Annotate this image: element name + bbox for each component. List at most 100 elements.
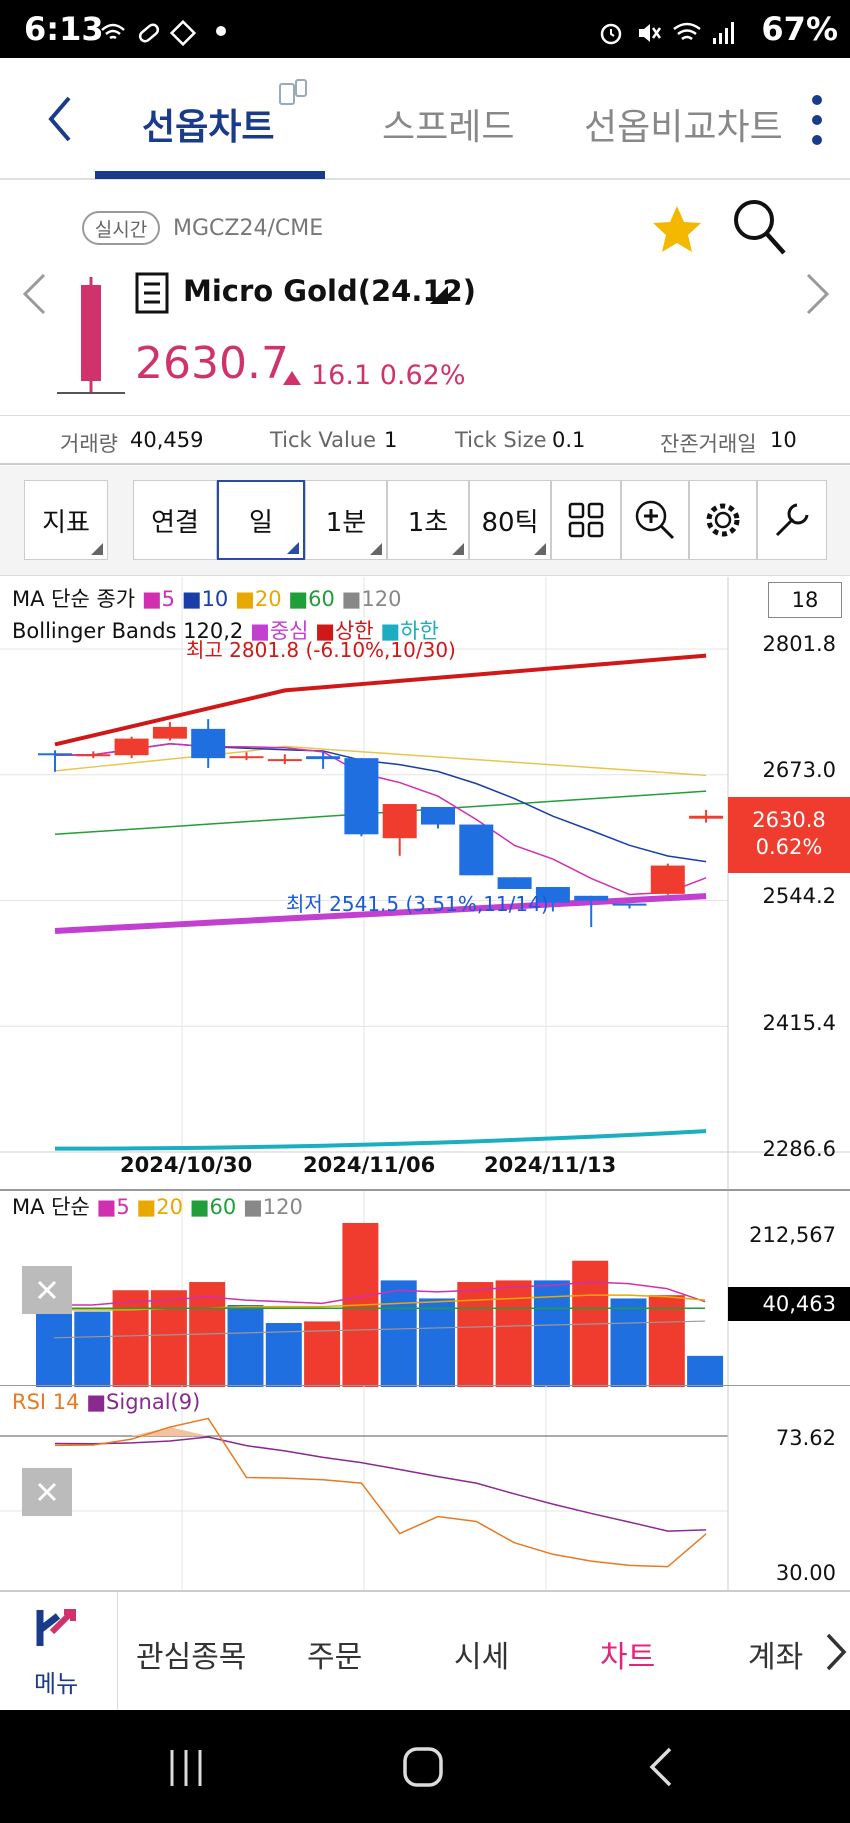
indicator-button[interactable]: 지표 xyxy=(24,480,108,560)
y-label-1: 2801.8 xyxy=(762,632,836,656)
nav-chart[interactable]: 차트 xyxy=(600,1640,656,1675)
ma-legend-title: MA 단순 종가 xyxy=(12,587,136,611)
candle-body xyxy=(76,754,111,757)
volume-current: 40,463 xyxy=(728,1287,850,1321)
y-label-4: 2415.4 xyxy=(762,1011,836,1035)
volume-value: 40,459 xyxy=(130,428,204,452)
low-annotation: 최저 2541.5 (3.51%,11/14) xyxy=(286,892,549,916)
last-price-tag: 2630.8 0.62% xyxy=(728,797,850,873)
nav-watchlist[interactable]: 관심종목 xyxy=(136,1640,247,1675)
ticksize-value: 0.1 xyxy=(552,428,586,452)
settings-gear-icon[interactable] xyxy=(689,480,757,560)
volume-legend-title: MA 단순 xyxy=(12,1195,90,1219)
tools-wrench-icon[interactable] xyxy=(757,480,827,560)
bb-legend-title: Bollinger Bands 120,2 xyxy=(12,619,244,643)
rsi-y-top: 73.62 xyxy=(775,1426,836,1450)
ma60-line xyxy=(54,790,707,836)
candle-body xyxy=(459,824,494,876)
nav-order[interactable]: 주문 xyxy=(307,1640,363,1675)
period-1sec-button[interactable]: 1초 xyxy=(387,480,469,560)
period-80tick-button[interactable]: 80틱 xyxy=(469,480,551,560)
document-icon xyxy=(135,272,169,318)
rsi-signal-label: Signal(9) xyxy=(106,1390,201,1414)
status-bar: 6:13 67% xyxy=(0,0,850,58)
candle-body xyxy=(114,738,149,756)
home-icon[interactable] xyxy=(402,1746,444,1792)
chart-toolbar: 지표 연결 일 1분 1초 80틱 xyxy=(0,466,850,576)
nav-quotes[interactable]: 시세 xyxy=(454,1640,510,1675)
last-price: 2630.8 xyxy=(752,808,826,832)
next-instrument-icon[interactable] xyxy=(804,272,832,320)
bb-upper-label: 상한 xyxy=(334,619,374,643)
active-tab-indicator xyxy=(95,171,325,179)
candle-count-box[interactable]: 18 xyxy=(768,582,842,618)
instrument-name[interactable]: Micro Gold(24.12) xyxy=(183,274,476,308)
rsi-lines xyxy=(0,1386,729,1591)
devices-icon xyxy=(278,78,308,112)
period-1min-button[interactable]: 1분 xyxy=(305,480,387,560)
candle-body xyxy=(650,865,685,894)
candle-body xyxy=(267,759,302,762)
system-nav-bar xyxy=(0,1710,850,1823)
y-label-3: 2544.2 xyxy=(762,884,836,908)
volume-legend: MA 단순 ■5 ■20 ■60 ■120 xyxy=(12,1195,303,1219)
status-time: 6:13 xyxy=(24,10,104,48)
nav-account[interactable]: 계좌 xyxy=(748,1640,804,1675)
menu-button[interactable]: 메뉴 xyxy=(0,1592,118,1712)
nav-more-arrow-icon[interactable] xyxy=(824,1632,848,1676)
more-menu-icon[interactable] xyxy=(810,92,824,152)
price-change: 16.1 0.62% xyxy=(311,360,466,391)
tickvalue-label: Tick Value xyxy=(270,428,377,452)
wifi-icon xyxy=(672,20,701,44)
back-icon[interactable] xyxy=(45,94,75,148)
x-label-3: 2024/11/13 xyxy=(484,1153,617,1177)
volume-bar xyxy=(648,1295,685,1387)
vol-ma60-label: 60 xyxy=(209,1195,237,1219)
min1-label: 1분 xyxy=(325,507,367,538)
vol-ma5-line xyxy=(54,1281,706,1306)
mute-icon xyxy=(636,20,662,44)
volume-bar xyxy=(533,1280,570,1387)
favorite-star-icon[interactable] xyxy=(650,203,704,261)
period-day-button[interactable]: 일 xyxy=(217,480,305,560)
rsi-chart-panel[interactable]: RSI 14 ■Signal(9) 73.62 30.00 xyxy=(0,1385,850,1591)
volume-bar xyxy=(227,1305,264,1387)
volume-label: 거래량 xyxy=(60,432,118,456)
candle-body xyxy=(306,756,341,760)
candle-body xyxy=(535,887,570,903)
link-button[interactable]: 연결 xyxy=(133,480,217,560)
tag-icon xyxy=(136,20,160,44)
candle-body xyxy=(38,753,72,756)
tab-spread[interactable]: 스프레드 xyxy=(382,107,515,148)
volume-bar xyxy=(419,1298,455,1387)
zoom-in-icon[interactable] xyxy=(621,480,689,560)
close-volume-icon[interactable] xyxy=(22,1266,72,1314)
volume-chart-panel[interactable]: MA 단순 ■5 ■20 ■60 ■120 212,567 40,463 xyxy=(0,1189,850,1387)
indicator-label: 지표 xyxy=(42,507,90,538)
dropdown-triangle-icon[interactable] xyxy=(428,284,450,310)
bb-upper-line xyxy=(54,653,707,747)
tab-compare-chart[interactable]: 선옵비교차트 xyxy=(584,107,783,148)
back-nav-icon[interactable] xyxy=(648,1746,674,1792)
volume-bar xyxy=(304,1321,341,1387)
candlestick-chart[interactable] xyxy=(0,577,850,1189)
search-icon[interactable] xyxy=(732,198,788,262)
close-rsi-icon[interactable] xyxy=(22,1468,72,1516)
app-icon xyxy=(169,19,197,47)
menu-label: 메뉴 xyxy=(34,1670,79,1698)
vol-ma120-line xyxy=(53,1320,706,1339)
mini-candle-icon xyxy=(55,275,127,401)
candle-body xyxy=(574,895,609,901)
tickvalue-value: 1 xyxy=(384,428,398,452)
candle-body xyxy=(612,903,647,906)
main-chart-panel[interactable]: MA 단순 종가 ■5 ■10 ■20 ■60 ■120 Bollinger B… xyxy=(0,577,850,1189)
sec1-label: 1초 xyxy=(407,507,449,538)
volume-bar xyxy=(36,1308,72,1387)
prev-instrument-icon[interactable] xyxy=(20,272,48,320)
ma20-line xyxy=(54,745,707,777)
recent-apps-icon[interactable] xyxy=(168,1748,204,1792)
layout-grid-icon[interactable] xyxy=(551,480,621,560)
tab-option-chart[interactable]: 선옵차트 xyxy=(142,107,275,148)
ticksize-label: Tick Size xyxy=(455,428,547,452)
y-label-5: 2286.6 xyxy=(762,1137,836,1161)
